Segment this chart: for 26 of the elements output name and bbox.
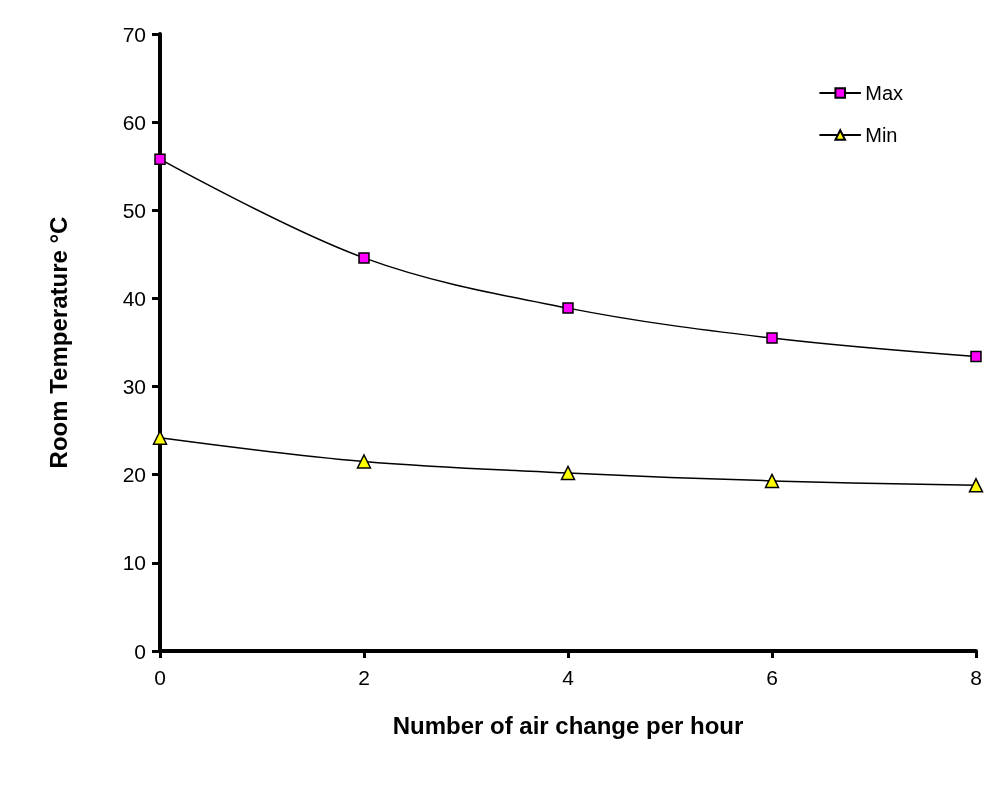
point (358, 252, 370, 264)
x-tick-label: 2 (358, 666, 370, 689)
y-tick-label: 40 (122, 286, 146, 310)
y-tick-label: 20 (122, 463, 146, 487)
legend-label: Min (865, 124, 898, 146)
y-tick-label: 0 (134, 639, 146, 663)
point (154, 153, 166, 165)
x-tick-label: 6 (766, 666, 778, 689)
x-tick-label: 0 (154, 666, 166, 689)
y-tick-label: 70 (122, 22, 146, 46)
x-axis-title: Number of air change per hour (392, 711, 744, 739)
legend-label: Max (865, 82, 904, 104)
point (970, 350, 982, 363)
point (968, 478, 984, 493)
y-tick-label: 60 (122, 110, 146, 134)
y-tick-label: 50 (122, 198, 146, 222)
y-tick-label: 10 (122, 551, 146, 575)
point (562, 302, 574, 314)
y-tick-label: 30 (122, 375, 146, 399)
point (764, 473, 780, 489)
y-axis-title: Room Temperature °C (44, 216, 72, 469)
point (560, 465, 576, 481)
x-tick-label: 4 (562, 666, 575, 689)
x-tick-label: 8 (970, 666, 982, 689)
point (766, 332, 778, 344)
point (356, 454, 372, 469)
